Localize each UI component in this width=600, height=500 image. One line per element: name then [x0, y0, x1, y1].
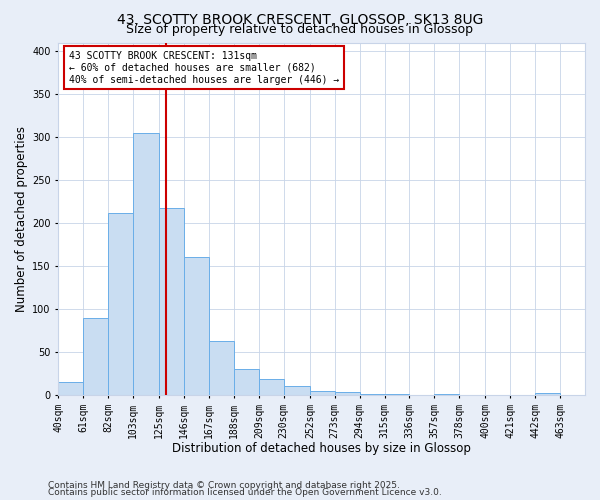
Bar: [259, 380, 284, 395]
Bar: [359, 394, 385, 395]
Y-axis label: Number of detached properties: Number of detached properties: [15, 126, 28, 312]
Text: Size of property relative to detached houses in Glossop: Size of property relative to detached ho…: [127, 22, 473, 36]
Text: Contains public sector information licensed under the Open Government Licence v3: Contains public sector information licen…: [48, 488, 442, 497]
Text: Contains HM Land Registry data © Crown copyright and database right 2025.: Contains HM Land Registry data © Crown c…: [48, 480, 400, 490]
X-axis label: Distribution of detached houses by size in Glossop: Distribution of detached houses by size …: [172, 442, 471, 455]
Bar: [184, 258, 209, 395]
Text: 43, SCOTTY BROOK CRESCENT, GLOSSOP, SK13 8UG: 43, SCOTTY BROOK CRESCENT, GLOSSOP, SK13…: [117, 12, 483, 26]
Bar: [133, 133, 159, 395]
Bar: [83, 318, 108, 395]
Text: 43 SCOTTY BROOK CRESCENT: 131sqm
← 60% of detached houses are smaller (682)
40% : 43 SCOTTY BROOK CRESCENT: 131sqm ← 60% o…: [69, 52, 339, 84]
Bar: [535, 393, 560, 395]
Bar: [159, 208, 184, 395]
Bar: [310, 390, 335, 395]
Bar: [284, 386, 310, 395]
Bar: [58, 382, 83, 395]
Bar: [108, 212, 133, 395]
Bar: [234, 369, 259, 395]
Bar: [209, 341, 234, 395]
Bar: [385, 394, 409, 395]
Bar: [335, 392, 359, 395]
Bar: [434, 394, 459, 395]
